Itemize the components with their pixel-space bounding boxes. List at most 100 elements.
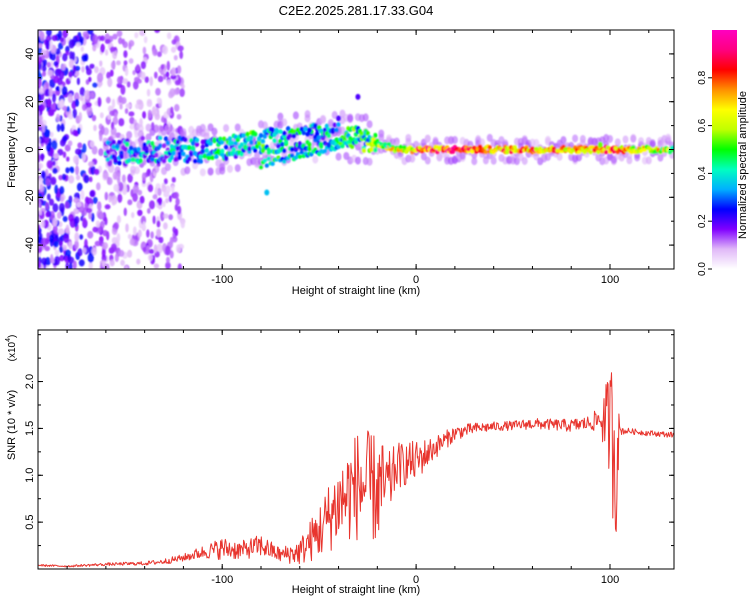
heatmap-cell <box>125 103 132 109</box>
heatmap-cell <box>588 149 593 155</box>
heatmap-cell <box>52 217 58 227</box>
snr-y-tick-label: 0.5 <box>24 514 36 529</box>
heatmap-cell <box>59 254 65 262</box>
heatmap-cell <box>126 157 132 163</box>
heatmap-cell <box>180 220 185 229</box>
heatmap-cell <box>64 201 70 209</box>
heatmap-cell <box>88 261 93 269</box>
heatmap-cell <box>490 156 497 165</box>
heatmap-cell <box>100 43 105 53</box>
heatmap-cell <box>184 166 191 175</box>
heatmap-cell <box>459 151 466 160</box>
heatmap-cell <box>142 111 147 119</box>
heatmap-cell <box>127 199 133 206</box>
heatmap-cell <box>354 156 361 165</box>
heatmap-cell <box>114 172 121 181</box>
heatmap-cell <box>74 239 79 250</box>
heatmap-cell <box>157 75 164 83</box>
heatmap-cell <box>219 166 226 175</box>
heatmap-cell <box>132 70 136 76</box>
heatmap-cell <box>156 229 161 238</box>
snr-series-line <box>38 372 674 568</box>
heatmap-cell <box>365 130 370 136</box>
heatmap-cell <box>266 149 271 155</box>
heatmap-cell <box>89 91 95 99</box>
heatmap-cell <box>68 241 73 250</box>
spectrogram-y-tick-label: 20 <box>24 96 36 108</box>
heatmap-cell <box>122 78 129 85</box>
heatmap-cell <box>90 212 95 222</box>
heatmap-cell <box>96 72 104 83</box>
heatmap-cell <box>51 139 58 150</box>
heatmap-cell <box>241 132 246 138</box>
heatmap-cell <box>67 256 75 264</box>
heatmap-cell <box>174 79 181 86</box>
heatmap-cell <box>38 162 44 169</box>
snr-y-tick-label: 1.0 <box>24 468 36 483</box>
heatmap-cell <box>57 148 64 156</box>
heatmap-cell <box>96 182 101 191</box>
heatmap-cell <box>40 138 45 144</box>
heatmap-cell <box>124 67 129 76</box>
heatmap-cell <box>88 76 92 83</box>
heatmap-cell <box>206 155 211 161</box>
heatmap-cell <box>289 153 295 158</box>
snr-panel: -100 0 100 0.5 1.0 1.5 2.0 Height of straight… <box>5 329 675 596</box>
heatmap-cell <box>53 240 59 248</box>
heatmap-cell <box>80 46 84 53</box>
heatmap-cell <box>128 42 132 50</box>
heatmap-cell <box>56 211 62 219</box>
heatmap-cell <box>38 177 44 187</box>
heatmap-cell <box>82 143 87 154</box>
heatmap-cell <box>67 113 74 120</box>
heatmap-cell <box>572 134 579 143</box>
heatmap-cell <box>105 149 111 155</box>
heatmap-cell <box>297 154 302 159</box>
heatmap-cell <box>123 207 127 217</box>
heatmap-cell <box>131 211 135 219</box>
heatmap-cell <box>150 141 155 147</box>
heatmap-cell <box>147 254 153 262</box>
heatmap-cell <box>176 65 182 74</box>
heatmap-cell <box>264 163 270 168</box>
heatmap-cell <box>168 214 174 221</box>
heatmap-cell <box>157 187 162 196</box>
spectrogram-x-tick-label: 100 <box>601 274 619 286</box>
heatmap-cell <box>87 231 94 239</box>
heatmap-cell <box>270 127 275 133</box>
heatmap-cell <box>78 111 83 122</box>
heatmap-cell <box>104 204 111 210</box>
heatmap-cell <box>117 160 122 166</box>
heatmap-cell <box>129 124 136 130</box>
heatmap-cell <box>39 31 45 42</box>
heatmap-cell <box>152 49 158 57</box>
heatmap-cell <box>596 150 601 155</box>
heatmap-cell <box>102 242 109 250</box>
heatmap-cell <box>149 128 156 137</box>
heatmap-cell <box>239 142 244 148</box>
heatmap-cell <box>91 145 98 155</box>
heatmap-cell <box>336 144 341 150</box>
heatmap-cell <box>125 223 129 233</box>
heatmap-cell <box>38 56 43 65</box>
heatmap-cell <box>177 205 182 215</box>
heatmap-cell <box>117 76 123 85</box>
heatmap-cell <box>245 131 250 137</box>
heatmap-cell <box>95 220 101 228</box>
heatmap-cell <box>211 127 218 136</box>
heatmap-cell <box>73 197 80 203</box>
heatmap-cell <box>120 259 125 266</box>
heatmap-cell <box>556 152 563 161</box>
heatmap-cell <box>366 120 373 129</box>
heatmap-cell <box>88 161 95 167</box>
heatmap-cell <box>113 158 118 164</box>
heatmap-cell <box>168 195 172 203</box>
heatmap-cell <box>258 165 264 170</box>
heatmap-cell <box>264 189 270 196</box>
heatmap-cell <box>74 232 80 242</box>
heatmap-cell <box>172 226 177 233</box>
heatmap-cell <box>261 121 268 130</box>
heatmap-cell <box>104 191 109 201</box>
heatmap-cell <box>622 135 629 144</box>
heatmap-cell <box>65 167 70 174</box>
